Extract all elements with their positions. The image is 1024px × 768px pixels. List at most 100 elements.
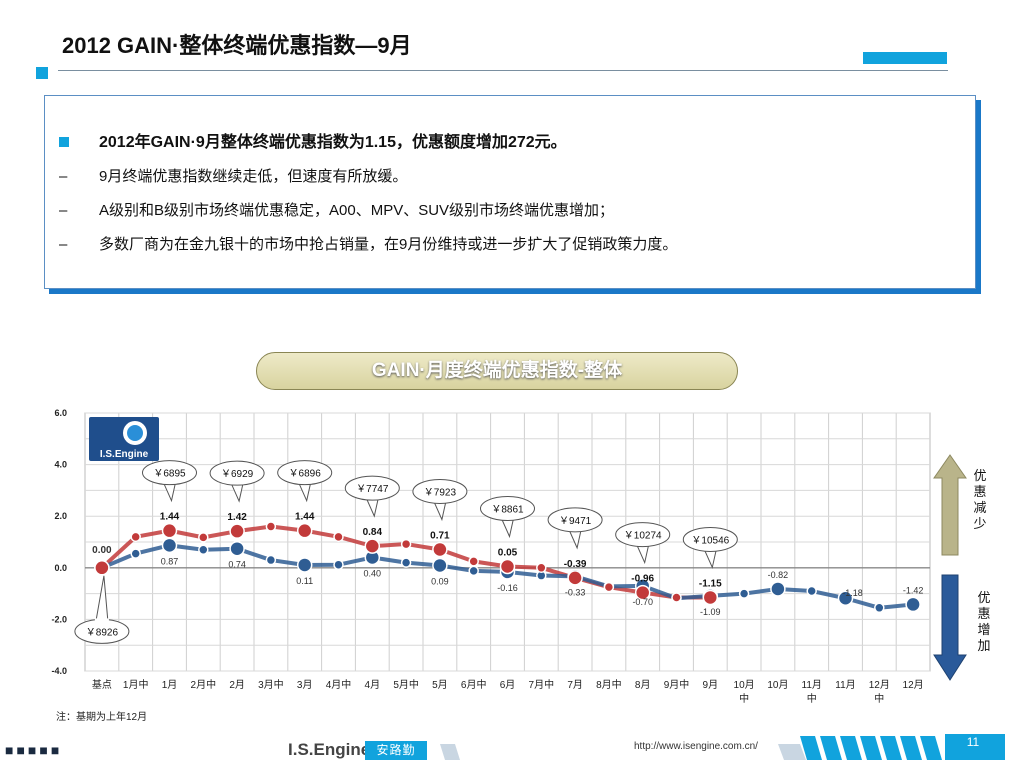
x-tick-label: 4月 <box>365 679 381 691</box>
red-series-point <box>468 556 479 567</box>
x-tick-label: 中 <box>807 692 817 705</box>
blue-data-label: -0.16 <box>497 583 518 593</box>
blue-series-point <box>130 548 141 559</box>
red-data-label: 1.42 <box>227 512 247 523</box>
blue-series-point <box>161 537 178 554</box>
red-series-point <box>671 592 682 603</box>
x-tick-label: 9月中 <box>664 678 690 691</box>
red-series-point <box>296 522 313 539</box>
price-callout-label: ￥6895 <box>153 469 186 480</box>
red-data-label: -0.96 <box>631 574 654 585</box>
side-char: 惠 <box>977 606 991 621</box>
red-series-point <box>130 531 141 543</box>
price-callout-label: ￥10546 <box>691 535 729 546</box>
blue-data-label: 0.09 <box>431 576 449 586</box>
red-series-point <box>499 558 516 575</box>
red-series-point <box>94 560 110 576</box>
x-tick-label: 5月 <box>432 679 448 691</box>
red-series-point <box>265 521 277 532</box>
title-accent-square <box>36 67 48 79</box>
x-tick-label: 6月 <box>500 679 516 691</box>
blue-series-point <box>468 565 479 577</box>
x-tick-label: 10月 <box>767 679 788 691</box>
price-callout <box>344 475 400 501</box>
red-data-label: 1.44 <box>295 512 315 523</box>
blue-data-label: 0.11 <box>296 576 313 586</box>
bullet-item: – 9月终端优惠指数继续走低，但速度有所放缓。 <box>59 164 677 198</box>
price-callout <box>277 460 333 486</box>
blue-series-point <box>333 559 344 570</box>
line-chart: 6.0 4.0 2.0 0.0 -2.0 -4.0 基点 1月中 1月 2月中 2月 3月中 3月 4月中… <box>51 408 967 705</box>
x-tick-label: 3月 <box>297 679 313 691</box>
red-series-point <box>432 541 448 558</box>
blue-series-point <box>229 540 245 557</box>
red-series-point <box>603 581 615 593</box>
page-title: 2012 GAIN·整体终端优惠指数—9月 <box>62 33 412 58</box>
page-number: 11 <box>966 735 980 749</box>
logo-icon <box>127 425 143 441</box>
x-tick-label: 中 <box>874 692 884 705</box>
side-char: 少 <box>973 516 987 531</box>
logo-text: I.S.Engine <box>100 449 149 460</box>
x-tick-label: 9月 <box>703 679 719 691</box>
dash-bullet: – <box>59 236 68 253</box>
x-tick-label: 12月 <box>869 679 890 691</box>
footer-url[interactable]: http://www.isengine.com.cn/ <box>634 741 758 752</box>
footnote: 注：基期为上年12月 <box>56 712 148 723</box>
blue-data-label: -1.09 <box>700 607 721 617</box>
x-tick-label: 基点 <box>92 678 112 691</box>
side-char: 优 <box>973 468 987 483</box>
x-tick-label: 中 <box>739 692 749 705</box>
price-callout-label: ￥8861 <box>491 505 524 516</box>
x-tick-label: 11月 <box>835 679 855 691</box>
callout-joint <box>365 495 380 500</box>
x-tick-label: 2月中 <box>191 678 217 691</box>
footer-dots-icon: ■■■■■ <box>5 742 63 758</box>
x-tick-label: 8月中 <box>596 678 622 691</box>
red-series-point <box>567 570 583 586</box>
blue-series-point <box>905 596 921 613</box>
x-tick-label: 5月中 <box>393 678 419 691</box>
price-callout-label: ￥7923 <box>424 487 457 498</box>
bullet-list: 2012年GAIN·9月整体终端优惠指数为1.15，优惠额度增加272元。 – … <box>59 130 677 266</box>
y-tick-label: 0.0 <box>54 563 67 573</box>
x-tick-label: 6月中 <box>461 678 487 691</box>
blue-series-point <box>874 602 885 614</box>
price-callout-label: ￥10274 <box>624 531 662 542</box>
red-series-point <box>536 562 547 574</box>
callout-joint <box>635 541 650 546</box>
price-callout <box>142 460 197 486</box>
chart-title: GAIN·月度终端优惠指数-整体 <box>256 352 738 390</box>
blue-series-point <box>738 588 750 599</box>
price-callout-label: ￥6929 <box>221 469 254 480</box>
price-callout <box>547 507 603 533</box>
blue-series-point <box>198 544 209 555</box>
red-data-label: 0.05 <box>498 548 518 559</box>
blue-data-label: 0.74 <box>228 560 246 570</box>
blue-data-label: 0.87 <box>161 556 179 566</box>
title-divider <box>58 70 948 71</box>
down-arrow-icon <box>933 574 967 681</box>
callout-joint <box>230 480 245 485</box>
red-series-point <box>364 538 381 554</box>
red-data-label: 0.71 <box>430 530 450 541</box>
callout-joint <box>568 526 583 531</box>
blue-series-point <box>400 557 412 568</box>
bullet-text: 多数厂商为在金九银十的市场中抢占销量，在9月份维持或进一步扩大了促销政策力度。 <box>99 236 678 253</box>
y-tick-label: -2.0 <box>51 614 67 624</box>
side-label-more-discount: 优 惠 增 加 <box>976 590 992 654</box>
x-tick-label: 7月 <box>567 679 583 691</box>
bullet-text: 9月终端优惠指数继续走低，但速度有所放缓。 <box>99 168 408 185</box>
callout-joint <box>297 479 312 484</box>
title-accent-bar <box>863 52 947 64</box>
callout-joint <box>703 546 718 551</box>
price-callout-label: ￥8926 <box>86 627 119 638</box>
y-tick-label: 6.0 <box>54 408 67 418</box>
blue-data-label: -0.70 <box>632 597 653 607</box>
x-tick-label: 10月 <box>734 679 755 691</box>
callout-joint <box>500 515 515 520</box>
blue-series-point <box>837 590 854 606</box>
price-callout <box>615 522 671 548</box>
dash-bullet: – <box>59 168 68 185</box>
side-char: 增 <box>977 622 991 637</box>
